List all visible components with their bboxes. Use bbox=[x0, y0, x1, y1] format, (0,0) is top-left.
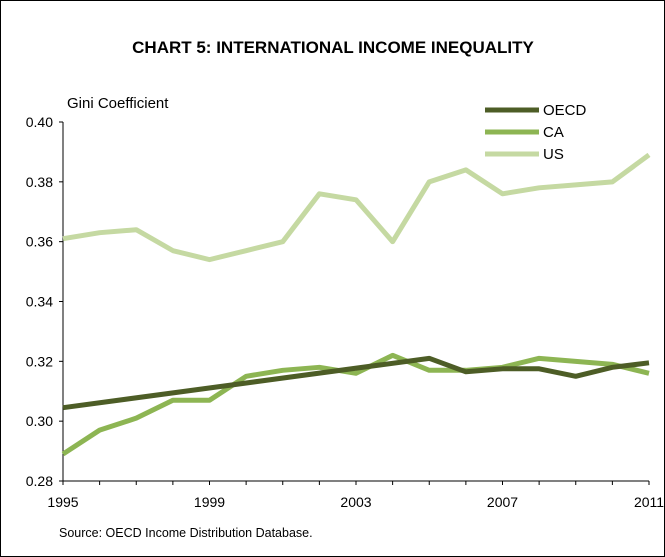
series-line-us bbox=[62, 152, 651, 263]
x-tick-label: 1995 bbox=[47, 494, 78, 510]
series-line-oecd bbox=[62, 355, 650, 411]
plot-area: 0.28 0.30 0.32 0.34 0.36 0.38 0.40 1995 1999 2003… bbox=[26, 114, 664, 510]
legend-label-oecd: OECD bbox=[543, 102, 587, 119]
y-tick-label: 0.30 bbox=[26, 413, 53, 429]
y-tick-label: 0.28 bbox=[26, 473, 53, 489]
x-tick-label: 2007 bbox=[487, 494, 518, 510]
legend-label-us: US bbox=[543, 146, 564, 163]
y-tick-label: 0.32 bbox=[26, 353, 53, 369]
source-note: Source: OECD Income Distribution Databas… bbox=[59, 526, 313, 540]
y-tick-label: 0.34 bbox=[26, 294, 53, 310]
y-tick-label: 0.36 bbox=[26, 234, 53, 250]
x-tick-label: 1999 bbox=[194, 494, 225, 510]
y-tick-label: 0.40 bbox=[26, 114, 53, 130]
x-tick-label: 2011 bbox=[634, 494, 664, 510]
y-tick-label: 0.38 bbox=[26, 174, 53, 190]
chart-title: CHART 5: INTERNATIONAL INCOME INEQUALITY bbox=[132, 38, 534, 57]
legend: OECD CA US bbox=[485, 102, 587, 163]
x-tick-label: 2003 bbox=[340, 494, 371, 510]
legend-label-ca: CA bbox=[543, 124, 564, 141]
y-axis-label: Gini Coefficient bbox=[67, 95, 169, 112]
series-line-ca bbox=[61, 352, 650, 457]
